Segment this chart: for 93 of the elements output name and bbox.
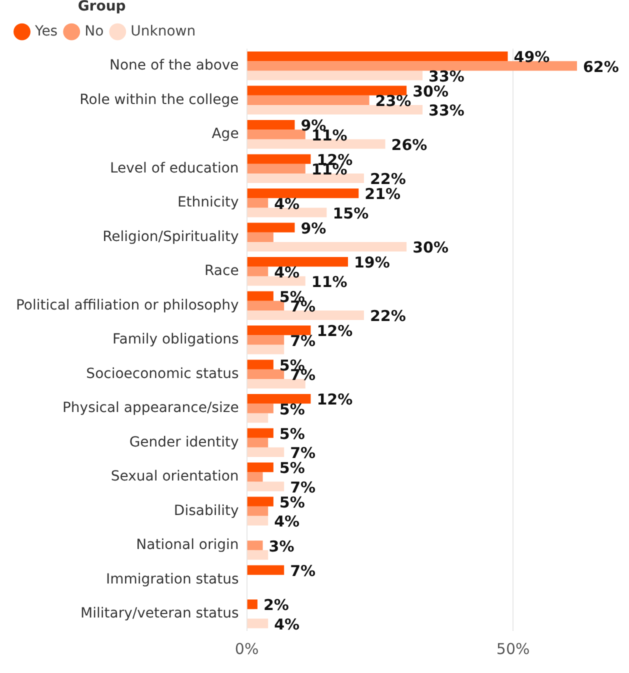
bar (247, 472, 263, 482)
bar (247, 462, 274, 472)
legend-title: Group (78, 0, 126, 15)
bar (247, 540, 263, 550)
bar (247, 130, 306, 140)
bar (247, 300, 284, 310)
bar (247, 438, 268, 448)
y-tick-label: Role within the college (80, 92, 239, 108)
y-tick-label: Sexual orientation (110, 468, 239, 485)
y-tick-label: Ethnicity (177, 194, 239, 211)
bar (247, 139, 386, 149)
bar (247, 222, 295, 232)
y-tick-label: Military/veteran status (80, 606, 239, 622)
data-label: 5% (279, 424, 305, 443)
data-label: 4% (274, 512, 300, 531)
bar (247, 599, 258, 610)
bar (247, 550, 268, 560)
data-label: 30% (412, 238, 448, 257)
bar (247, 310, 364, 320)
data-label: 3% (268, 537, 294, 556)
legend-label: Yes (34, 23, 58, 40)
bar (247, 496, 274, 506)
x-tick-label: 0% (234, 640, 259, 658)
data-label: 5% (279, 400, 305, 418)
bar (247, 257, 348, 267)
bar (247, 516, 268, 526)
data-label: 4% (274, 263, 300, 282)
bar (247, 208, 327, 218)
y-tick-label: Level of education (110, 160, 239, 176)
y-tick-label: None of the above (110, 58, 239, 74)
bar (247, 52, 508, 62)
bar (247, 104, 423, 115)
y-tick-label: Religion/Spirituality (102, 228, 239, 245)
data-label: 15% (332, 204, 369, 222)
bar (247, 164, 306, 174)
bar (247, 428, 274, 438)
bar (247, 95, 370, 105)
bar (247, 291, 274, 301)
bar (247, 618, 268, 628)
y-tick-label: Disability (174, 502, 239, 519)
data-label: 12% (316, 322, 353, 340)
data-label: 4% (274, 615, 300, 634)
bar (247, 276, 306, 286)
bar (247, 120, 295, 130)
data-label: 7% (290, 562, 316, 580)
y-tick-label: Family obligations (112, 332, 239, 348)
bar (247, 447, 284, 458)
bar (247, 70, 423, 80)
data-label: 12% (316, 390, 353, 409)
y-tick-label: Race (204, 263, 239, 280)
bar (247, 173, 364, 184)
bar (247, 506, 268, 516)
data-label: 9% (300, 219, 326, 238)
data-label: 7% (290, 332, 316, 350)
data-label: 33% (428, 102, 464, 120)
bar (247, 61, 577, 71)
bar (247, 242, 407, 252)
y-tick-label: National origin (136, 537, 239, 554)
legend-label: Unknown (130, 23, 196, 40)
bar (247, 326, 311, 336)
bar (247, 394, 311, 404)
bar (247, 413, 268, 423)
y-tick-label: Immigration status (106, 571, 239, 588)
bar (247, 188, 359, 198)
y-tick-label: Gender identity (129, 434, 239, 450)
bar (247, 344, 284, 354)
data-label: 4% (274, 194, 300, 213)
bar (247, 369, 284, 379)
bar (247, 232, 274, 242)
y-tick-label: Physical appearance/size (62, 400, 239, 416)
data-label: 22% (370, 307, 406, 326)
bar (247, 198, 268, 208)
bar (247, 154, 311, 164)
x-tick-label: 50% (496, 640, 530, 658)
data-label: 19% (354, 254, 390, 272)
bar (247, 404, 274, 414)
bar (247, 86, 407, 96)
data-label: 2% (263, 596, 289, 614)
bar (247, 378, 306, 389)
bar (247, 266, 268, 276)
legend-label: No (84, 23, 104, 40)
y-tick-label: Socioeconomic status (86, 366, 239, 382)
data-label: 26% (391, 136, 428, 154)
data-label: 23% (375, 92, 412, 110)
y-tick-label: Age (212, 126, 239, 142)
data-label: 11% (311, 272, 348, 291)
bar (247, 335, 284, 345)
y-tick-label: Political affiliation or philosophy (16, 297, 239, 314)
data-label: 62% (583, 58, 619, 76)
bar (247, 482, 284, 492)
bar (247, 565, 284, 575)
bar (247, 360, 274, 370)
data-label: 49% (514, 48, 550, 66)
